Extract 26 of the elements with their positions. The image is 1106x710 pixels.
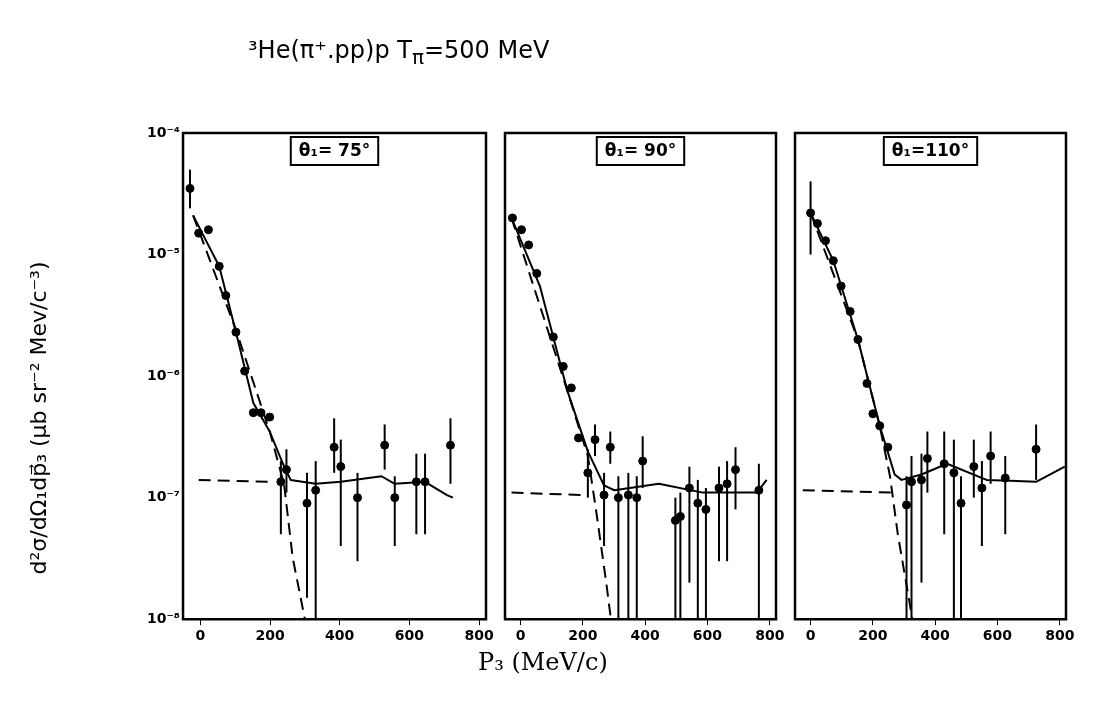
x-tick-label: 0 — [195, 627, 206, 644]
x-tick-label: 200 — [255, 627, 285, 644]
x-tick-label: 400 — [325, 627, 355, 644]
x-tick-label: 600 — [692, 627, 723, 644]
x-tick-label: 200 — [858, 627, 888, 644]
chart-title: ³He(π⁺.pp)p T$_{π}$=500 MeV — [248, 36, 550, 69]
annotation: θ₁=110° — [891, 140, 970, 161]
x-tick-label: 0 — [805, 627, 816, 644]
x-tick-label: 800 — [755, 627, 785, 644]
x-tick-label: 0 — [515, 627, 526, 644]
y-tick-label: 10⁻⁷ — [146, 488, 180, 505]
y-tick-label: 10⁻⁴ — [146, 123, 180, 140]
x-tick-label: 600 — [394, 627, 425, 644]
y-tick-label: 10⁻⁸ — [146, 609, 180, 626]
x-tick-label: 200 — [568, 627, 598, 644]
x-tick-label: 800 — [464, 627, 494, 644]
annotation: θ₁= 90° — [604, 140, 677, 161]
x-axis-title: P₃ (MeV/c) — [478, 648, 608, 676]
x-tick-label: 400 — [920, 627, 951, 644]
x-tick-label: 800 — [1045, 627, 1075, 644]
x-tick-label: 400 — [630, 627, 661, 644]
y-tick-label: 10⁻⁶ — [146, 366, 180, 383]
annotation: θ₁= 75° — [298, 140, 371, 161]
y-axis-title: d²σ/dΩ₁dp⃗₃ (μb sr⁻² Mev/c⁻³) — [25, 261, 51, 575]
x-tick-label: 600 — [982, 627, 1013, 644]
y-tick-label: 10⁻⁵ — [146, 245, 180, 262]
